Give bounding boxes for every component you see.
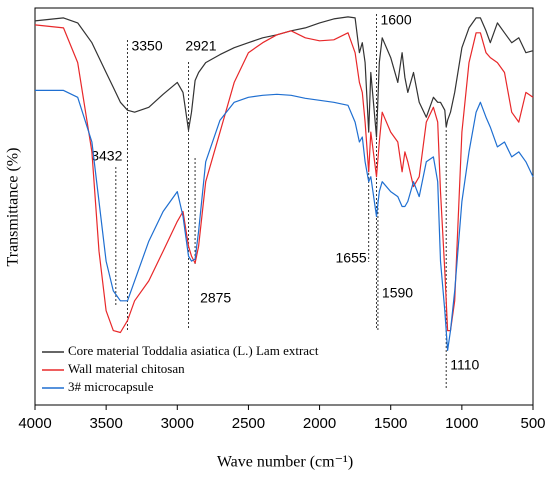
annotation-label: 3350 — [131, 38, 162, 54]
annotation-label: 1110 — [450, 357, 479, 373]
legend-label: 3# microcapsule — [68, 379, 154, 394]
annotation-label: 2875 — [200, 290, 231, 306]
annotation-label: 1590 — [382, 285, 413, 301]
series-line — [35, 89, 534, 351]
x-tick-label: 4000 — [18, 415, 51, 432]
annotation-label: 1600 — [380, 12, 411, 28]
legend-label: Core material Toddalia asiatica (L.) Lam… — [68, 343, 319, 358]
series-line — [34, 16, 534, 138]
x-tick-label: 500 — [520, 415, 545, 432]
x-tick-label: 1000 — [445, 415, 478, 432]
x-tick-label: 1500 — [374, 415, 407, 432]
x-tick-label: 2000 — [303, 415, 336, 432]
legend-label: Wall material chitosan — [68, 361, 185, 376]
annotation-label: 3432 — [91, 148, 122, 164]
x-tick-label: 2500 — [232, 415, 265, 432]
x-axis-title: Wave number (cm⁻¹) — [217, 454, 353, 471]
y-axis-title: Transmittance (%) — [5, 148, 22, 267]
plot-frame — [34, 7, 534, 406]
series-line — [34, 24, 534, 334]
annotation-label: 2921 — [185, 38, 216, 54]
x-tick-label: 3500 — [89, 415, 122, 432]
x-tick-label: 3000 — [161, 415, 194, 432]
annotation-label: 1655 — [336, 250, 367, 266]
